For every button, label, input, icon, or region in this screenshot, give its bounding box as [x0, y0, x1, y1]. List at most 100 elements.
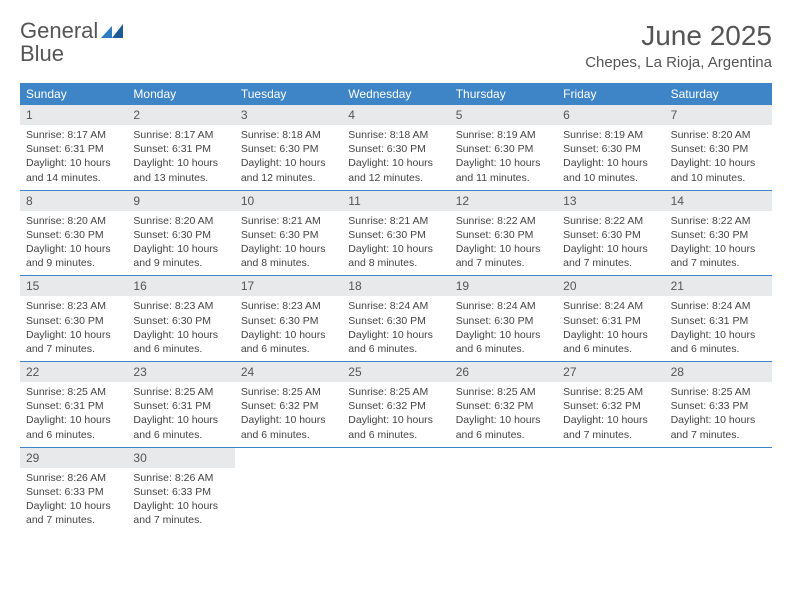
sunrise-line: Sunrise: 8:18 AM	[241, 128, 336, 142]
sunrise-line: Sunrise: 8:25 AM	[133, 385, 228, 399]
empty-cell	[557, 448, 664, 533]
day-cell: 27Sunrise: 8:25 AMSunset: 6:32 PMDayligh…	[557, 362, 664, 447]
day-number: 14	[665, 191, 772, 211]
daylight-line: Daylight: 10 hours and 8 minutes.	[241, 242, 336, 270]
day-body: Sunrise: 8:25 AMSunset: 6:31 PMDaylight:…	[127, 382, 234, 447]
daylight-line: Daylight: 10 hours and 6 minutes.	[133, 413, 228, 441]
day-body: Sunrise: 8:25 AMSunset: 6:31 PMDaylight:…	[20, 382, 127, 447]
sunset-line: Sunset: 6:30 PM	[563, 142, 658, 156]
day-cell: 9Sunrise: 8:20 AMSunset: 6:30 PMDaylight…	[127, 191, 234, 276]
title-block: June 2025 Chepes, La Rioja, Argentina	[585, 20, 772, 71]
daylight-line: Daylight: 10 hours and 11 minutes.	[456, 156, 551, 184]
sunset-line: Sunset: 6:32 PM	[563, 399, 658, 413]
day-number: 13	[557, 191, 664, 211]
daylight-line: Daylight: 10 hours and 6 minutes.	[26, 413, 121, 441]
sunrise-line: Sunrise: 8:25 AM	[671, 385, 766, 399]
daylight-line: Daylight: 10 hours and 7 minutes.	[671, 242, 766, 270]
sunset-line: Sunset: 6:30 PM	[241, 142, 336, 156]
sunrise-line: Sunrise: 8:24 AM	[348, 299, 443, 313]
sunset-line: Sunset: 6:30 PM	[26, 314, 121, 328]
day-cell: 15Sunrise: 8:23 AMSunset: 6:30 PMDayligh…	[20, 276, 127, 361]
empty-cell	[450, 448, 557, 533]
day-body: Sunrise: 8:25 AMSunset: 6:32 PMDaylight:…	[557, 382, 664, 447]
daylight-line: Daylight: 10 hours and 6 minutes.	[348, 413, 443, 441]
empty-cell	[235, 448, 342, 533]
day-cell: 21Sunrise: 8:24 AMSunset: 6:31 PMDayligh…	[665, 276, 772, 361]
day-cell: 25Sunrise: 8:25 AMSunset: 6:32 PMDayligh…	[342, 362, 449, 447]
day-cell: 20Sunrise: 8:24 AMSunset: 6:31 PMDayligh…	[557, 276, 664, 361]
sunset-line: Sunset: 6:32 PM	[241, 399, 336, 413]
day-cell: 19Sunrise: 8:24 AMSunset: 6:30 PMDayligh…	[450, 276, 557, 361]
daylight-line: Daylight: 10 hours and 6 minutes.	[563, 328, 658, 356]
daylight-line: Daylight: 10 hours and 10 minutes.	[563, 156, 658, 184]
day-body: Sunrise: 8:23 AMSunset: 6:30 PMDaylight:…	[127, 296, 234, 361]
day-cell: 2Sunrise: 8:17 AMSunset: 6:31 PMDaylight…	[127, 105, 234, 190]
sunrise-line: Sunrise: 8:25 AM	[241, 385, 336, 399]
day-number: 29	[20, 448, 127, 468]
day-number: 18	[342, 276, 449, 296]
sunset-line: Sunset: 6:30 PM	[671, 142, 766, 156]
day-cell: 24Sunrise: 8:25 AMSunset: 6:32 PMDayligh…	[235, 362, 342, 447]
day-number: 6	[557, 105, 664, 125]
sunrise-line: Sunrise: 8:23 AM	[133, 299, 228, 313]
sunset-line: Sunset: 6:33 PM	[26, 485, 121, 499]
day-number: 27	[557, 362, 664, 382]
sunset-line: Sunset: 6:30 PM	[133, 228, 228, 242]
day-cell: 16Sunrise: 8:23 AMSunset: 6:30 PMDayligh…	[127, 276, 234, 361]
day-body: Sunrise: 8:22 AMSunset: 6:30 PMDaylight:…	[557, 211, 664, 276]
day-cell: 1Sunrise: 8:17 AMSunset: 6:31 PMDaylight…	[20, 105, 127, 190]
daylight-line: Daylight: 10 hours and 9 minutes.	[26, 242, 121, 270]
day-cell: 6Sunrise: 8:19 AMSunset: 6:30 PMDaylight…	[557, 105, 664, 190]
day-body: Sunrise: 8:18 AMSunset: 6:30 PMDaylight:…	[342, 125, 449, 190]
day-body: Sunrise: 8:21 AMSunset: 6:30 PMDaylight:…	[235, 211, 342, 276]
daylight-line: Daylight: 10 hours and 10 minutes.	[671, 156, 766, 184]
sunrise-line: Sunrise: 8:23 AM	[241, 299, 336, 313]
weekday-header: Saturday	[665, 83, 772, 105]
weekday-header-row: SundayMondayTuesdayWednesdayThursdayFrid…	[20, 83, 772, 105]
day-body: Sunrise: 8:20 AMSunset: 6:30 PMDaylight:…	[665, 125, 772, 190]
sunrise-line: Sunrise: 8:22 AM	[671, 214, 766, 228]
day-number: 25	[342, 362, 449, 382]
day-number: 5	[450, 105, 557, 125]
day-body: Sunrise: 8:21 AMSunset: 6:30 PMDaylight:…	[342, 211, 449, 276]
day-number: 28	[665, 362, 772, 382]
sunrise-line: Sunrise: 8:17 AM	[26, 128, 121, 142]
page-subtitle: Chepes, La Rioja, Argentina	[585, 54, 772, 71]
daylight-line: Daylight: 10 hours and 6 minutes.	[456, 328, 551, 356]
day-body: Sunrise: 8:25 AMSunset: 6:32 PMDaylight:…	[342, 382, 449, 447]
day-cell: 13Sunrise: 8:22 AMSunset: 6:30 PMDayligh…	[557, 191, 664, 276]
sunrise-line: Sunrise: 8:24 AM	[563, 299, 658, 313]
day-number: 1	[20, 105, 127, 125]
day-body: Sunrise: 8:20 AMSunset: 6:30 PMDaylight:…	[127, 211, 234, 276]
logo: General Blue	[20, 20, 123, 66]
day-body: Sunrise: 8:19 AMSunset: 6:30 PMDaylight:…	[557, 125, 664, 190]
day-number: 9	[127, 191, 234, 211]
weekday-header: Friday	[557, 83, 664, 105]
day-body: Sunrise: 8:24 AMSunset: 6:30 PMDaylight:…	[450, 296, 557, 361]
day-number: 10	[235, 191, 342, 211]
day-body: Sunrise: 8:26 AMSunset: 6:33 PMDaylight:…	[127, 468, 234, 533]
day-number: 16	[127, 276, 234, 296]
sunset-line: Sunset: 6:30 PM	[456, 314, 551, 328]
day-body: Sunrise: 8:18 AMSunset: 6:30 PMDaylight:…	[235, 125, 342, 190]
day-body: Sunrise: 8:25 AMSunset: 6:33 PMDaylight:…	[665, 382, 772, 447]
sunset-line: Sunset: 6:30 PM	[26, 228, 121, 242]
day-number: 2	[127, 105, 234, 125]
day-number: 4	[342, 105, 449, 125]
sunrise-line: Sunrise: 8:25 AM	[348, 385, 443, 399]
day-number: 21	[665, 276, 772, 296]
day-number: 8	[20, 191, 127, 211]
sunset-line: Sunset: 6:30 PM	[456, 142, 551, 156]
day-number: 30	[127, 448, 234, 468]
day-cell: 5Sunrise: 8:19 AMSunset: 6:30 PMDaylight…	[450, 105, 557, 190]
sunrise-line: Sunrise: 8:24 AM	[671, 299, 766, 313]
weekday-header: Thursday	[450, 83, 557, 105]
logo-text-2: Blue	[20, 41, 64, 66]
sunset-line: Sunset: 6:30 PM	[456, 228, 551, 242]
empty-cell	[665, 448, 772, 533]
day-cell: 26Sunrise: 8:25 AMSunset: 6:32 PMDayligh…	[450, 362, 557, 447]
sunset-line: Sunset: 6:32 PM	[456, 399, 551, 413]
day-number: 11	[342, 191, 449, 211]
sunset-line: Sunset: 6:32 PM	[348, 399, 443, 413]
sunrise-line: Sunrise: 8:21 AM	[348, 214, 443, 228]
